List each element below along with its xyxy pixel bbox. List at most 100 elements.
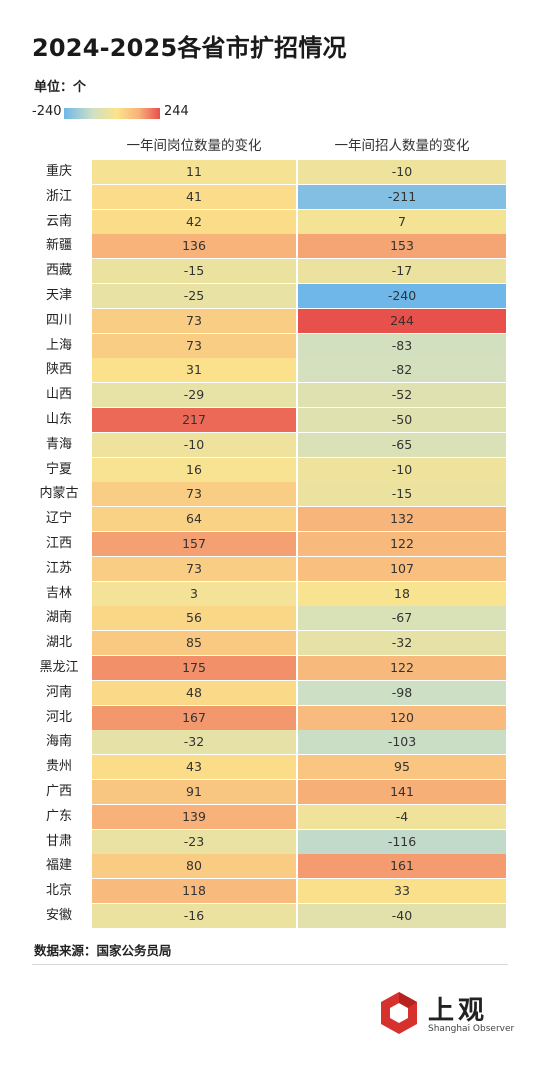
jobs-change-cell: 85 <box>92 631 296 656</box>
jobs-change-cell: 175 <box>92 656 296 680</box>
jobs-change-cell: 42 <box>92 209 296 234</box>
hires-change-cell: 18 <box>298 581 506 606</box>
column-header-hires: 一年间招人数量的变化 <box>334 138 470 154</box>
hires-change-cell: -10 <box>298 160 506 184</box>
province-label: 内蒙古 <box>39 486 79 502</box>
hires-change-cell: -17 <box>298 259 506 284</box>
hires-change-cell: -83 <box>298 333 506 358</box>
table-row: 北京 118 33 <box>0 879 540 904</box>
divider <box>32 964 508 965</box>
hires-change-cell: 141 <box>298 780 506 804</box>
table-row: 山东 217 -50 <box>0 408 540 432</box>
hires-change-cell: 122 <box>298 532 506 556</box>
table-row: 海南 -32 -103 <box>0 730 540 755</box>
table-row: 陕西 31 -82 <box>0 358 540 383</box>
hires-change-cell: -32 <box>298 631 506 656</box>
jobs-change-cell: 167 <box>92 705 296 730</box>
jobs-change-cell: 73 <box>92 333 296 358</box>
jobs-change-cell: 139 <box>92 804 296 829</box>
province-label: 黑龙江 <box>39 660 79 675</box>
table-row: 山西 -29 -52 <box>0 383 540 408</box>
hires-change-cell: 122 <box>298 656 506 680</box>
jobs-change-cell: 41 <box>92 184 296 209</box>
province-label: 辽宁 <box>45 511 72 527</box>
province-label: 河南 <box>45 684 72 700</box>
hires-change-cell: -4 <box>298 804 506 829</box>
hires-change-cell: -50 <box>298 408 506 432</box>
table-row: 广东 139 -4 <box>0 804 540 829</box>
logo-name-en: Shanghai Observer <box>428 1024 515 1034</box>
hires-change-cell: -103 <box>298 730 506 755</box>
table-row: 广西 91 141 <box>0 780 540 804</box>
province-label: 广西 <box>45 784 72 799</box>
logo-name-cn: 上观 <box>428 996 489 1026</box>
data-source: 数据来源：国家公务员局 <box>34 943 172 958</box>
hires-change-cell: -116 <box>298 829 506 854</box>
province-label: 贵州 <box>45 759 72 775</box>
table-row: 甘肃 -23 -116 <box>0 829 540 854</box>
province-label: 宁夏 <box>45 461 72 477</box>
hires-change-cell: 7 <box>298 209 506 234</box>
province-label: 甘肃 <box>45 833 72 849</box>
unit-label: 单位：个 <box>34 80 87 95</box>
hires-change-cell: -211 <box>298 184 506 209</box>
table-row: 贵州 43 95 <box>0 755 540 780</box>
hires-change-cell: -67 <box>298 606 506 631</box>
jobs-change-cell: -25 <box>92 284 296 308</box>
province-label: 陕西 <box>45 362 72 378</box>
column-header-jobs: 一年间岗位数量的变化 <box>126 138 262 154</box>
province-label: 天津 <box>45 288 72 303</box>
jobs-change-cell: 64 <box>92 507 296 532</box>
jobs-change-cell: 73 <box>92 308 296 333</box>
table-row: 江西 157 122 <box>0 532 540 556</box>
jobs-change-cell: 16 <box>92 457 296 482</box>
table-row: 福建 80 161 <box>0 854 540 879</box>
hires-change-cell: -240 <box>298 284 506 308</box>
jobs-change-cell: 56 <box>92 606 296 631</box>
hires-change-cell: -52 <box>298 383 506 408</box>
shanghai-observer-logo-icon <box>381 992 417 1034</box>
jobs-change-cell: 48 <box>92 680 296 705</box>
jobs-change-cell: -32 <box>92 730 296 755</box>
province-label: 青海 <box>45 436 72 452</box>
province-label: 重庆 <box>45 164 72 179</box>
hires-change-cell: 244 <box>298 308 506 333</box>
table-row: 辽宁 64 132 <box>0 507 540 532</box>
jobs-change-cell: 91 <box>92 780 296 804</box>
jobs-change-cell: 11 <box>92 160 296 184</box>
province-label: 云南 <box>45 213 72 229</box>
table-row: 青海 -10 -65 <box>0 432 540 457</box>
province-label: 海南 <box>45 734 72 750</box>
table-row: 河南 48 -98 <box>0 680 540 705</box>
table-row: 安徽 -16 -40 <box>0 904 540 928</box>
jobs-change-cell: 118 <box>92 879 296 904</box>
table-row: 宁夏 16 -10 <box>0 457 540 482</box>
jobs-change-cell: 3 <box>92 581 296 606</box>
province-label: 江苏 <box>45 560 72 576</box>
jobs-change-cell: -10 <box>92 432 296 457</box>
legend-min-label: -240 <box>32 104 62 119</box>
province-label: 湖北 <box>45 635 72 651</box>
jobs-change-cell: 80 <box>92 854 296 879</box>
hires-change-cell: 107 <box>298 556 506 581</box>
jobs-change-cell: -15 <box>92 259 296 284</box>
jobs-change-cell: 217 <box>92 408 296 432</box>
jobs-change-cell: 43 <box>92 755 296 780</box>
publisher-logo: 上观 Shanghai Observer <box>376 990 516 1040</box>
province-label: 四川 <box>45 312 72 328</box>
province-label: 北京 <box>45 883 72 899</box>
table-row: 浙江 41 -211 <box>0 184 540 209</box>
province-label: 新疆 <box>45 238 72 254</box>
jobs-change-cell: -23 <box>92 829 296 854</box>
province-label: 福建 <box>45 858 72 874</box>
jobs-change-cell: -16 <box>92 904 296 928</box>
table-row: 江苏 73 107 <box>0 556 540 581</box>
hires-change-cell: 120 <box>298 705 506 730</box>
province-label: 广东 <box>45 808 72 824</box>
table-row: 天津 -25 -240 <box>0 284 540 308</box>
province-label: 浙江 <box>45 188 72 204</box>
jobs-change-cell: 136 <box>92 234 296 259</box>
hires-change-cell: -98 <box>298 680 506 705</box>
table-row: 河北 167 120 <box>0 705 540 730</box>
jobs-change-cell: 157 <box>92 532 296 556</box>
